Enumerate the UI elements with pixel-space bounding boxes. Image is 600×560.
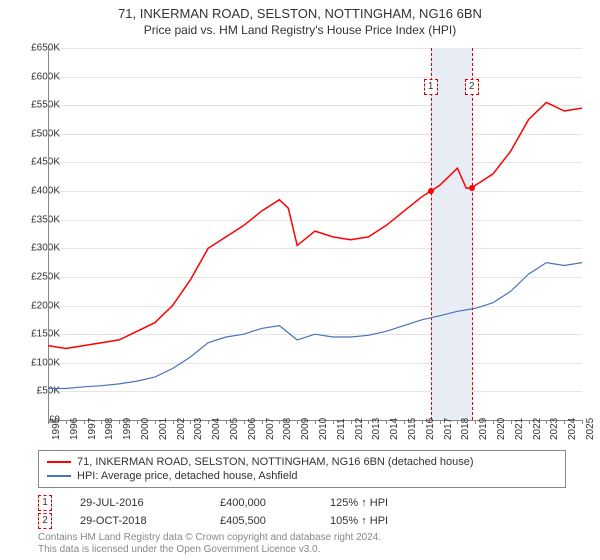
marker-dot: [469, 185, 475, 191]
marker-box: 1: [424, 79, 438, 95]
sale-price: £405,500: [220, 515, 330, 527]
legend-row: HPI: Average price, detached house, Ashf…: [47, 469, 557, 483]
sale-date: 29-OCT-2018: [80, 515, 220, 527]
x-tick-mark: [475, 420, 476, 424]
x-tick-mark: [279, 420, 280, 424]
x-tick-label: 2005: [229, 418, 240, 440]
x-tick-mark: [155, 420, 156, 424]
series-line: [48, 263, 582, 389]
x-tick-mark: [262, 420, 263, 424]
x-tick-mark: [493, 420, 494, 424]
x-tick-mark: [48, 420, 49, 424]
legend-row: 71, INKERMAN ROAD, SELSTON, NOTTINGHAM, …: [47, 455, 557, 469]
x-tick-label: 1995: [51, 418, 62, 440]
chart-titles: 71, INKERMAN ROAD, SELSTON, NOTTINGHAM, …: [0, 0, 600, 37]
x-tick-label: 2016: [425, 418, 436, 440]
x-tick-label: 1998: [104, 418, 115, 440]
sales-row: 2 29-OCT-2018 £405,500 105% ↑ HPI: [38, 512, 558, 530]
x-tick-label: 1996: [69, 418, 80, 440]
x-tick-label: 2014: [389, 418, 400, 440]
x-tick-mark: [422, 420, 423, 424]
x-tick-mark: [190, 420, 191, 424]
x-tick-mark: [440, 420, 441, 424]
x-tick-label: 2006: [247, 418, 258, 440]
x-tick-label: 2010: [318, 418, 329, 440]
x-tick-mark: [297, 420, 298, 424]
x-tick-label: 2008: [282, 418, 293, 440]
x-tick-mark: [315, 420, 316, 424]
x-tick-mark: [101, 420, 102, 424]
x-tick-mark: [404, 420, 405, 424]
x-tick-label: 2000: [140, 418, 151, 440]
x-tick-label: 2018: [460, 418, 471, 440]
x-tick-mark: [529, 420, 530, 424]
marker-dot: [428, 188, 434, 194]
x-tick-label: 2024: [567, 418, 578, 440]
x-tick-mark: [457, 420, 458, 424]
line-chart-svg: [48, 48, 582, 420]
x-tick-mark: [582, 420, 583, 424]
x-tick-label: 2017: [443, 418, 454, 440]
sale-marker-icon: 1: [38, 495, 52, 511]
x-tick-label: 2019: [478, 418, 489, 440]
legend-label: HPI: Average price, detached house, Ashf…: [77, 470, 298, 482]
x-tick-mark: [137, 420, 138, 424]
x-tick-label: 2022: [532, 418, 543, 440]
legend-label: 71, INKERMAN ROAD, SELSTON, NOTTINGHAM, …: [77, 456, 474, 468]
sale-marker-icon: 2: [38, 513, 52, 529]
x-tick-label: 2011: [336, 418, 347, 440]
x-tick-label: 1997: [87, 418, 98, 440]
x-tick-mark: [226, 420, 227, 424]
sale-pct: 105% ↑ HPI: [330, 515, 450, 527]
x-tick-mark: [511, 420, 512, 424]
x-tick-label: 2007: [265, 418, 276, 440]
sale-pct: 125% ↑ HPI: [330, 497, 450, 509]
legend-box: 71, INKERMAN ROAD, SELSTON, NOTTINGHAM, …: [38, 450, 566, 488]
x-tick-label: 2020: [496, 418, 507, 440]
x-tick-label: 2002: [176, 418, 187, 440]
x-tick-mark: [66, 420, 67, 424]
x-tick-label: 2001: [158, 418, 169, 440]
marker-box: 2: [465, 79, 479, 95]
legend-swatch: [47, 461, 71, 463]
sale-date: 29-JUL-2016: [80, 497, 220, 509]
x-tick-mark: [244, 420, 245, 424]
footer-attribution: Contains HM Land Registry data © Crown c…: [38, 532, 381, 556]
sale-price: £400,000: [220, 497, 330, 509]
series-line: [48, 102, 582, 348]
x-tick-mark: [84, 420, 85, 424]
x-tick-mark: [119, 420, 120, 424]
x-tick-label: 2025: [585, 418, 596, 440]
x-tick-label: 1999: [122, 418, 133, 440]
x-tick-label: 2012: [354, 418, 365, 440]
x-tick-mark: [173, 420, 174, 424]
x-tick-label: 2009: [300, 418, 311, 440]
x-tick-label: 2013: [371, 418, 382, 440]
sales-table: 1 29-JUL-2016 £400,000 125% ↑ HPI 2 29-O…: [38, 494, 558, 530]
x-tick-label: 2003: [193, 418, 204, 440]
x-tick-mark: [333, 420, 334, 424]
x-tick-label: 2021: [514, 418, 525, 440]
x-tick-label: 2004: [211, 418, 222, 440]
x-tick-mark: [368, 420, 369, 424]
sales-row: 1 29-JUL-2016 £400,000 125% ↑ HPI: [38, 494, 558, 512]
chart-container: 71, INKERMAN ROAD, SELSTON, NOTTINGHAM, …: [0, 0, 600, 560]
x-tick-mark: [208, 420, 209, 424]
x-tick-mark: [351, 420, 352, 424]
title-address: 71, INKERMAN ROAD, SELSTON, NOTTINGHAM, …: [0, 6, 600, 21]
footer-line: Contains HM Land Registry data © Crown c…: [38, 532, 381, 544]
x-tick-mark: [386, 420, 387, 424]
x-tick-label: 2015: [407, 418, 418, 440]
legend-swatch: [47, 475, 71, 477]
x-tick-label: 2023: [549, 418, 560, 440]
footer-line: This data is licensed under the Open Gov…: [38, 544, 381, 556]
x-tick-mark: [564, 420, 565, 424]
title-subtitle: Price paid vs. HM Land Registry's House …: [0, 23, 600, 37]
x-tick-mark: [546, 420, 547, 424]
